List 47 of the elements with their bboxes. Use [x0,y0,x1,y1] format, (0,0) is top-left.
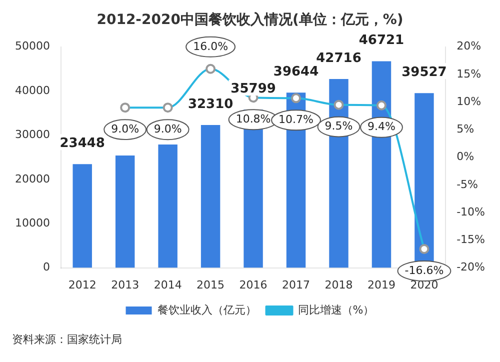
y-tick-label: 30000 [14,128,50,142]
chart-title: 2012-2020中国餐饮收入情况(单位：亿元，%) [96,12,404,28]
legend-label: 餐饮业收入（亿元） [157,303,256,316]
x-tick-label: 2020 [410,278,438,292]
data-label: -16.6% [404,264,444,277]
y-tick-label: 0 [42,260,50,274]
data-label: 23448 [60,136,105,152]
y-tick-label: 20000 [14,172,50,186]
x-tick-label: 2017 [282,278,310,292]
data-label: 9.4% [368,120,396,134]
y-tick-label: 50000 [14,40,50,53]
data-label: 35799 [230,81,276,96]
y2-tick-label: 10% [456,94,482,108]
x-tick-label: 2013 [111,278,140,292]
y2-tick-label: 15% [456,67,482,80]
data-label: 10.8% [236,112,271,126]
y2-tick-label: -15% [456,233,486,246]
x-tick-label: 2015 [196,278,225,292]
bar [72,164,92,268]
y2-tick-label: -10% [456,205,486,218]
y2-tick-label: 0% [456,150,474,164]
data-label: 9.0% [111,122,140,136]
y2-tick-label: 5% [456,122,474,136]
data-label: 39644 [273,64,319,80]
data-label: 16.0% [193,40,228,53]
y2-tick-label: 20% [456,40,482,53]
x-tick-label: 2014 [154,278,182,292]
bar [158,144,178,268]
text: 资料来源：国家统计局 [12,332,123,347]
data-label: 46721 [358,33,404,48]
x-tick-label: 2019 [367,278,396,292]
x-tick-label: 2018 [324,278,353,292]
data-label: 9.5% [324,120,353,133]
y2-tick-label: -20% [456,260,486,274]
y-tick-label: 10000 [14,216,50,230]
data-label: 42716 [316,50,362,66]
data-label: 39527 [402,64,447,80]
y-tick-label: 40000 [14,84,50,97]
bar [200,124,220,268]
data-label: 9.0% [154,122,182,136]
data-label: 32310 [188,96,234,112]
x-tick-label: 2016 [239,278,268,292]
y2-tick-label: -5% [456,178,478,191]
data-label: 10.7% [278,113,314,126]
bar [115,156,135,268]
x-tick-label: 2012 [68,278,96,292]
legend-label: 同比增速（%） [298,303,374,316]
